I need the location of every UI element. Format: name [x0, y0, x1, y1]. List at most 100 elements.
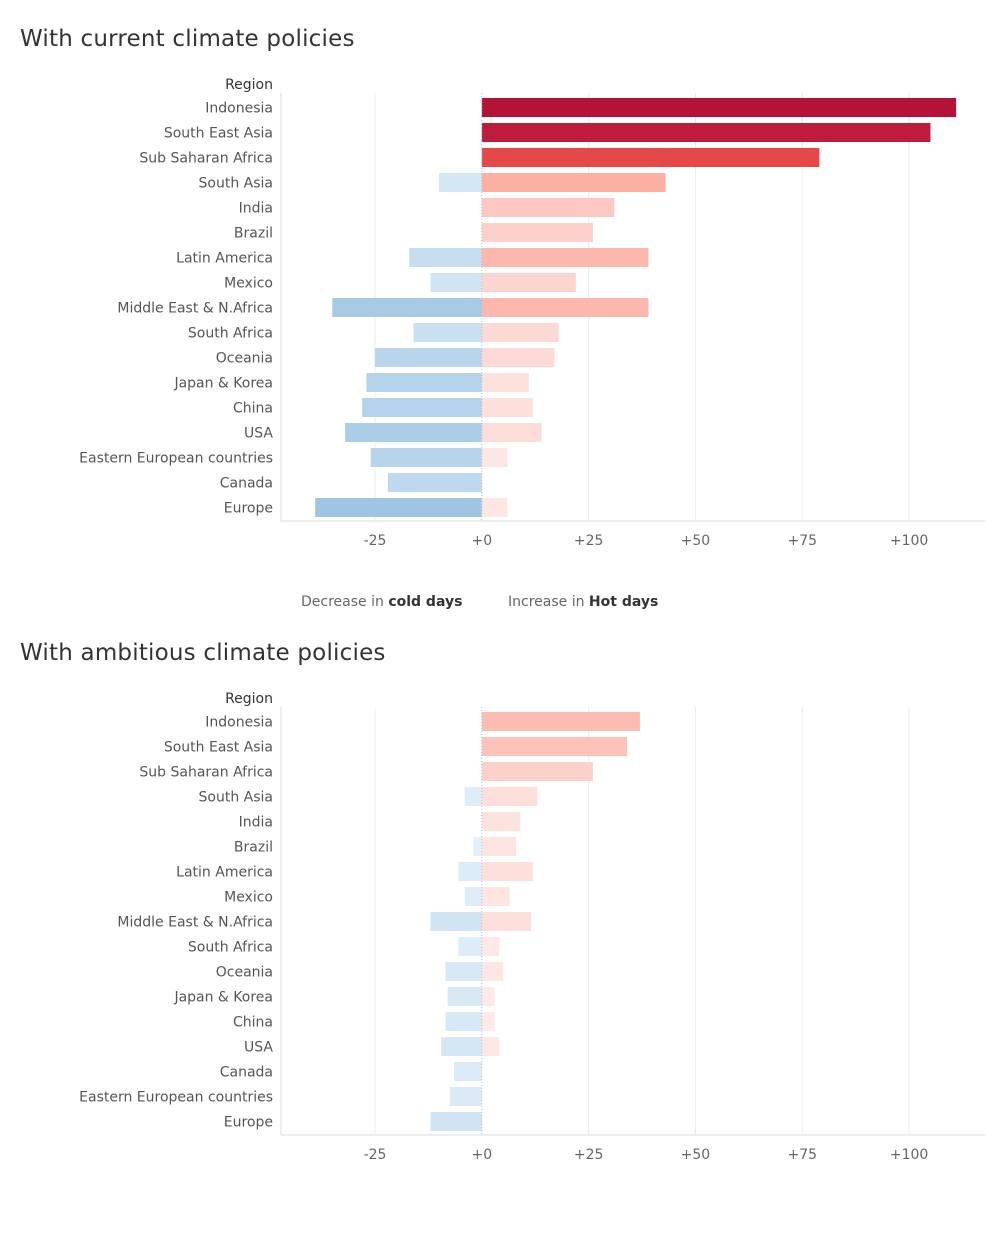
category-label-eastern-european-countries: Eastern European countries	[79, 1090, 273, 1106]
bar-hot-south-africa	[481, 323, 559, 342]
x-tick-label: +25	[574, 1147, 604, 1163]
bar-cold-eastern-european-countries	[449, 1087, 482, 1106]
x-tick-label: +50	[681, 533, 711, 549]
bar-hot-brazil	[481, 223, 593, 242]
bar-hot-indonesia	[481, 98, 957, 117]
bar-hot-mexico	[481, 273, 576, 292]
bar-hot-south-east-asia	[481, 737, 628, 756]
category-label-indonesia: Indonesia	[205, 101, 273, 117]
legend-cold: Decrease in cold days	[301, 594, 462, 610]
bar-hot-middle-east-n-africa	[481, 912, 531, 931]
category-label-india: India	[239, 815, 273, 831]
category-label-sub-saharan-africa: Sub Saharan Africa	[139, 151, 273, 167]
bar-cold-brazil	[473, 837, 482, 856]
bar-hot-europe	[481, 498, 508, 517]
y-axis-title: Region	[225, 691, 273, 707]
legend-hot-prefix: Increase in	[508, 594, 589, 610]
x-tick-label: +100	[890, 1147, 928, 1163]
category-label-japan-korea: Japan & Korea	[173, 376, 273, 392]
category-label-brazil: Brazil	[234, 840, 273, 856]
category-label-latin-america: Latin America	[176, 865, 273, 881]
legend-cold-prefix: Decrease in	[301, 594, 389, 610]
bar-hot-japan-korea	[481, 987, 495, 1006]
bar-cold-europe	[315, 498, 482, 517]
category-label-south-asia: South Asia	[199, 790, 273, 806]
category-label-indonesia: Indonesia	[205, 715, 273, 731]
category-label-brazil: Brazil	[234, 226, 273, 242]
category-label-usa: USA	[244, 1040, 273, 1056]
category-label-usa: USA	[244, 426, 273, 442]
bar-hot-japan-korea	[481, 373, 529, 392]
bar-hot-oceania	[481, 962, 504, 981]
ambitious-policies-chart: Region Indonesia South East Asia Sub Sahara…	[79, 691, 986, 1163]
bar-hot-china	[481, 1012, 495, 1031]
x-tick-label: +75	[787, 1147, 817, 1163]
gridlines	[374, 707, 910, 1135]
bar-cold-japan-korea	[447, 987, 482, 1006]
bar-cold-usa	[441, 1037, 482, 1056]
category-label-oceania: Oceania	[216, 965, 273, 981]
category-label-south-east-asia: South East Asia	[164, 740, 273, 756]
x-tick-label: +100	[890, 533, 928, 549]
category-label-south-africa: South Africa	[188, 940, 273, 956]
bar-hot-sub-saharan-africa	[481, 762, 593, 781]
category-label-india: India	[239, 201, 273, 217]
bar-hot-usa	[481, 423, 542, 442]
bar-hot-latin-america	[481, 862, 534, 881]
bar-cold-south-asia	[464, 787, 482, 806]
bar-cold-mexico	[430, 273, 482, 292]
bar-cold-china	[445, 1012, 482, 1031]
bar-cold-middle-east-n-africa	[332, 298, 482, 317]
category-label-china: China	[233, 401, 273, 417]
bar-cold-oceania	[445, 962, 482, 981]
legend-hot: Increase in Hot days	[508, 594, 658, 610]
bar-cold-mexico	[464, 887, 482, 906]
category-label-middle-east-n-africa: Middle East & N.Africa	[117, 915, 273, 931]
y-axis-title: Region	[225, 77, 273, 93]
category-label-south-asia: South Asia	[199, 176, 273, 192]
category-label-latin-america: Latin America	[176, 251, 273, 267]
bar-cold-south-asia	[439, 173, 482, 192]
bar-hot-south-asia	[481, 787, 538, 806]
category-label-europe: Europe	[224, 501, 273, 517]
category-label-china: China	[233, 1015, 273, 1031]
bar-hot-south-asia	[481, 173, 666, 192]
x-tick-label: +0	[471, 1147, 492, 1163]
bar-cold-south-africa	[458, 937, 482, 956]
category-label-south-east-asia: South East Asia	[164, 126, 273, 142]
chart-title-current: With current climate policies	[20, 26, 355, 52]
bar-hot-china	[481, 398, 534, 417]
legend-hot-bold: Hot days	[588, 594, 659, 610]
category-label-middle-east-n-africa: Middle East & N.Africa	[117, 301, 273, 317]
bar-cold-eastern-european-countries	[370, 448, 482, 467]
bar-cold-latin-america	[409, 248, 482, 267]
x-tick-label: +0	[471, 533, 492, 549]
category-label-oceania: Oceania	[216, 351, 273, 367]
bar-cold-canada	[454, 1062, 482, 1081]
bar-hot-mexico	[481, 887, 510, 906]
bar-hot-brazil	[481, 837, 516, 856]
x-tick-label: -25	[364, 533, 387, 549]
bar-cold-usa	[345, 423, 482, 442]
bar-hot-middle-east-n-africa	[481, 298, 649, 317]
x-tick-label: -25	[364, 1147, 387, 1163]
category-label-canada: Canada	[220, 1065, 273, 1081]
bar-hot-india	[481, 198, 615, 217]
bar-hot-south-africa	[481, 937, 499, 956]
bar-cold-europe	[430, 1112, 482, 1131]
current-policies-chart: Region Indonesia South East Asia Sub Sahara…	[79, 77, 986, 549]
category-label-sub-saharan-africa: Sub Saharan Africa	[139, 765, 273, 781]
bar-cold-china	[362, 398, 482, 417]
bar-cold-latin-america	[458, 862, 482, 881]
category-label-eastern-european-countries: Eastern European countries	[79, 451, 273, 467]
chart-title-ambitious: With ambitious climate policies	[20, 640, 386, 666]
bar-cold-oceania	[375, 348, 482, 367]
x-tick-label: +75	[787, 533, 817, 549]
bar-hot-indonesia	[481, 712, 640, 731]
category-label-mexico: Mexico	[224, 890, 273, 906]
bar-cold-japan-korea	[366, 373, 482, 392]
bar-hot-oceania	[481, 348, 555, 367]
bar-hot-usa	[481, 1037, 499, 1056]
category-label-canada: Canada	[220, 476, 273, 492]
bar-cold-south-africa	[413, 323, 482, 342]
